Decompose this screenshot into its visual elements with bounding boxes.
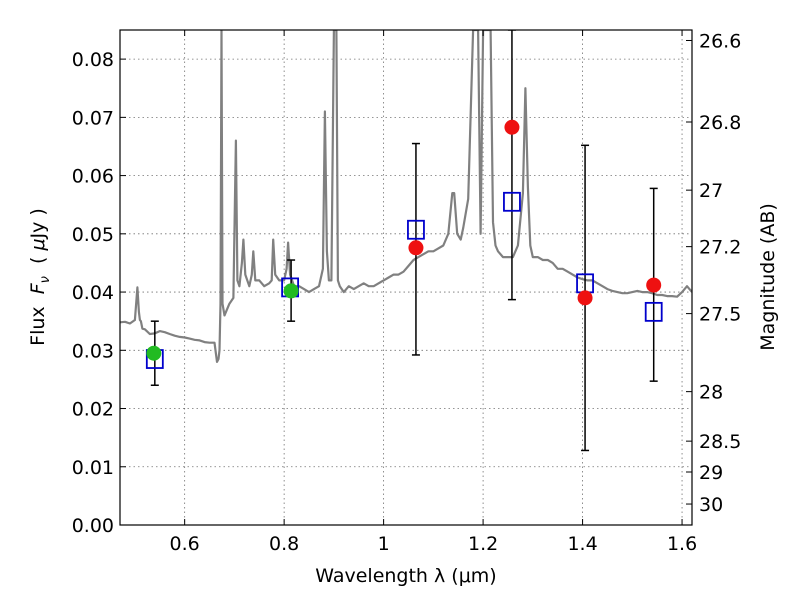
point-layer	[146, 119, 662, 361]
right-tick-label: 26.8	[699, 112, 741, 134]
y-tick-label: 0.03	[72, 340, 114, 362]
right-tick-label: 27	[699, 180, 723, 202]
y-tick-label: 0.02	[72, 399, 114, 421]
right-tick-label: 28.5	[699, 431, 741, 453]
y-axis-label-prefix: Flux	[27, 294, 49, 346]
model-square	[407, 219, 425, 240]
right-tick-label: 29	[699, 462, 723, 484]
y-axis-label-subscript: ν	[38, 276, 53, 283]
y-axis-label-suffix: Jy )	[27, 208, 49, 239]
red-point	[408, 240, 424, 256]
plot-frame	[119, 29, 693, 526]
right-tick-label: 28	[699, 382, 723, 404]
y-tick-label: 0.08	[72, 49, 114, 71]
red-point	[504, 119, 520, 135]
y-tick-label: 0.07	[72, 107, 114, 129]
green-point	[146, 345, 162, 361]
x-tick-label: 1.4	[567, 533, 597, 555]
y-tick-label: 0.01	[72, 457, 114, 479]
spectrum-layer	[120, 30, 692, 363]
y-axis-label-mid: (	[27, 251, 49, 277]
x-tick-label: 1.6	[667, 533, 697, 555]
x-tick-label: 1.2	[468, 533, 498, 555]
x-tick-label: 0.6	[170, 533, 200, 555]
right-tick-label: 26.6	[699, 30, 741, 52]
y-axis-label: Flux Fν ( μJy )	[27, 208, 53, 346]
right-axis-label: Magnitude (AB)	[757, 203, 779, 351]
red-point	[577, 290, 593, 306]
y-tick-label: 0.04	[72, 282, 114, 304]
right-tick-label: 30	[699, 494, 723, 516]
green-point	[283, 283, 299, 299]
red-point	[646, 277, 662, 293]
x-axis-label: Wavelength λ (μm)	[315, 565, 496, 587]
x-tick-label: 0.8	[269, 533, 299, 555]
x-tick-label: 1	[378, 533, 390, 555]
y-axis-label-symbol: F	[27, 282, 49, 294]
y-tick-label: 0.05	[72, 224, 114, 246]
right-tick-label: 27.2	[699, 237, 741, 259]
right-tick-label: 27.5	[699, 304, 741, 326]
tick-layer: 0.6 0.8 1 1.2 1.4 1.6 0.00 0.01 0.02 0.03 0.04 0.05…	[72, 30, 741, 555]
spectrum-line	[120, 30, 692, 363]
model-square	[644, 301, 663, 322]
model-square	[503, 191, 521, 212]
y-tick-label: 0.00	[72, 515, 114, 537]
y-axis-label-mu: μ	[27, 238, 49, 251]
y-tick-label: 0.06	[72, 166, 114, 188]
